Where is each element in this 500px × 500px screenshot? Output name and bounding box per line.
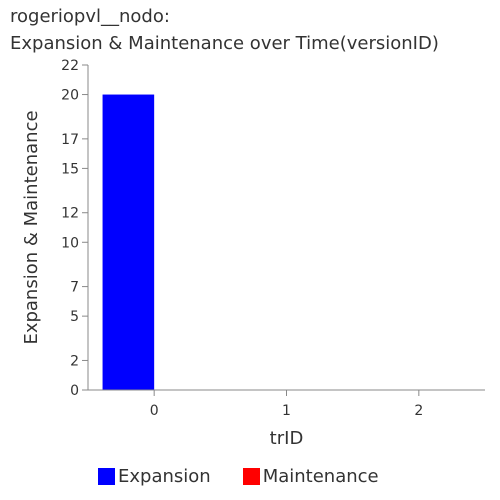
y-tick-label-0: 0 [70,383,79,399]
x-tick-label-0: 0 [150,403,159,419]
y-tick-label-17: 17 [61,132,79,148]
legend-item-maintenance[interactable]: Maintenance [242,466,379,487]
y-tick-label-22: 22 [61,58,79,74]
chart-title-line-2: Expansion & Maintenance over Time(versio… [10,33,439,54]
y-tick-label-5: 5 [70,309,79,325]
legend-item-expansion[interactable]: Expansion [98,466,211,487]
chart-title-line-1: rogeriopvl__nodo: [10,6,170,27]
y-tick-label-20: 20 [61,88,79,104]
x-tick-label-2: 2 [414,403,423,419]
legend-label-expansion: Expansion [118,466,211,487]
y-axis-title: Expansion & Maintenance [21,110,42,344]
legend-label-maintenance: Maintenance [262,466,379,487]
bar-expansion-0 [102,94,155,390]
chart-legend: Expansion Maintenance [98,466,411,487]
y-tick-label-10: 10 [61,235,79,251]
y-tick-label-7: 7 [70,280,79,296]
x-tick-label-1: 1 [282,403,291,419]
y-tick-label-12: 12 [61,206,79,222]
legend-swatch-expansion [98,468,115,485]
x-axis-title: trID [270,428,304,449]
y-tick-label-2: 2 [70,353,79,369]
y-tick-label-15: 15 [61,161,79,177]
legend-swatch-maintenance [242,468,260,485]
